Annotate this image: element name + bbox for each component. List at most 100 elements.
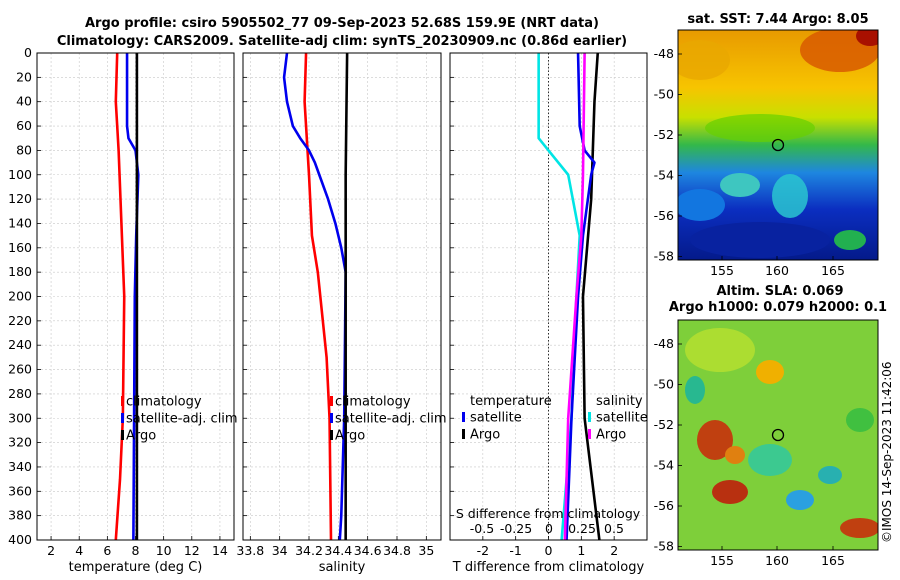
legend-label: satellite-adj. clim bbox=[126, 412, 238, 427]
salinity-panel: 33.8 34 34.2 34.4 34.6 34.8 35 salinity climatol… bbox=[236, 52, 447, 575]
legend-label: Argo bbox=[126, 429, 156, 444]
legend-salinity-title: salinity bbox=[596, 394, 643, 409]
map-x-tick-label: 165 bbox=[821, 553, 845, 568]
y-tick-label: 400 bbox=[8, 532, 32, 547]
y-tick-label: 180 bbox=[8, 264, 32, 279]
sst-map-title: sat. SST: 7.44 Argo: 8.05 bbox=[687, 12, 868, 27]
legend-swatch bbox=[121, 396, 124, 406]
s-axis-tick-label: -0.25 bbox=[500, 521, 532, 536]
map-y-tick-label: -58 bbox=[654, 249, 674, 264]
legend-swatch bbox=[462, 412, 465, 422]
legend-swatch bbox=[330, 396, 333, 406]
y-tick-label: 160 bbox=[8, 240, 32, 255]
sla-map-title2: Argo h1000: 0.079 h2000: 0.1 bbox=[669, 300, 887, 315]
x-tick-label: 34 bbox=[272, 543, 288, 558]
x-axis-label: T difference from climatology bbox=[452, 560, 645, 575]
map-y-tick-label: -58 bbox=[654, 539, 674, 554]
map-x-tick-label: 155 bbox=[710, 553, 734, 568]
map-x-tick-label: 165 bbox=[821, 263, 845, 278]
map-y-tick-label: -54 bbox=[654, 168, 674, 183]
difference-panel: -2 -1 0 1 2 T difference from climatology temp… bbox=[449, 52, 648, 575]
y-tick-label: 240 bbox=[8, 337, 32, 352]
x-tick-label: 34.8 bbox=[383, 543, 411, 558]
legend-swatch bbox=[121, 413, 124, 423]
sst-map: sat. SST: 7.44 Argo: 8.05 155 160 165 -48 -5… bbox=[654, 12, 879, 278]
series-temperature-argo-line bbox=[581, 52, 601, 541]
legend-label: satellite-adj. clim bbox=[335, 412, 447, 427]
series-salinity-satellite-line bbox=[565, 52, 596, 541]
sla-argo-location-marker bbox=[771, 428, 785, 442]
y-tick-label: 40 bbox=[16, 94, 32, 109]
y-tick-label: 140 bbox=[8, 215, 32, 230]
x-tick-label: 35 bbox=[418, 543, 434, 558]
legend-label: satellite bbox=[470, 411, 522, 426]
series-climatology-line bbox=[114, 52, 126, 541]
imos-stamp: ©IMOS 14-Sep-2023 11:42:06 bbox=[880, 361, 894, 543]
x-tick-label: 10 bbox=[156, 543, 172, 558]
map-y-tick-label: -50 bbox=[654, 87, 674, 102]
plot-frame bbox=[242, 52, 442, 541]
sst-argo-location-marker bbox=[771, 138, 785, 152]
legend-label: Argo bbox=[596, 428, 626, 443]
legend-swatch bbox=[588, 412, 591, 422]
s-axis-tick-label: 0.5 bbox=[604, 521, 624, 536]
x-tick-label: 34.2 bbox=[295, 543, 323, 558]
y-tick-label: 280 bbox=[8, 386, 32, 401]
map-y-tick-label: -56 bbox=[654, 498, 674, 513]
legend-label: Argo bbox=[470, 428, 500, 443]
x-tick-label: 4 bbox=[75, 543, 83, 558]
y-tick-label: 260 bbox=[8, 362, 32, 377]
x-tick-label: 12 bbox=[184, 543, 200, 558]
map-y-tick-label: -48 bbox=[654, 336, 674, 351]
y-tick-label: 120 bbox=[8, 191, 32, 206]
series-satellite-adj-clim-line bbox=[125, 53, 140, 541]
x-tick-label: 0 bbox=[545, 543, 553, 558]
map-y-tick-label: -50 bbox=[654, 377, 674, 392]
sla-map-title1: Altim. SLA: 0.069 bbox=[717, 284, 844, 299]
x-tick-label: 14 bbox=[212, 543, 228, 558]
y-tick-label: 0 bbox=[24, 45, 32, 60]
x-axis-label: temperature (deg C) bbox=[69, 560, 203, 575]
series-argo-line bbox=[344, 52, 349, 540]
y-tick-label: 380 bbox=[8, 508, 32, 523]
y-tick-label: 20 bbox=[16, 69, 32, 84]
header-line1: Argo profile: csiro 5905502_77 09-Sep-20… bbox=[85, 16, 599, 31]
temperature-panel: 0 20 40 60 80 100 120 140 160 180 200 220 240 260 280 3… bbox=[8, 45, 237, 575]
map-y-tick-label: -48 bbox=[654, 46, 674, 61]
map-x-tick-label: 160 bbox=[765, 553, 789, 568]
s-axis-tick-label: -0.5 bbox=[470, 521, 494, 536]
y-tick-label: 300 bbox=[8, 410, 32, 425]
legend-swatch bbox=[588, 429, 591, 439]
y-tick-label: 200 bbox=[8, 289, 32, 304]
legend-swatch bbox=[121, 430, 124, 440]
sla-map: Altim. SLA: 0.069 Argo h1000: 0.079 h200… bbox=[654, 284, 888, 568]
legend-swatch bbox=[330, 413, 333, 423]
plot-frame bbox=[449, 52, 648, 541]
series-salinity-argo-line bbox=[563, 52, 586, 541]
map-y-tick-label: -52 bbox=[654, 417, 674, 432]
s-axis-tick-label: 0 bbox=[545, 521, 553, 536]
header-line2: Climatology: CARS2009. Satellite-adj cli… bbox=[57, 34, 627, 49]
legend-swatch bbox=[462, 429, 465, 439]
map-y-tick-label: -54 bbox=[654, 458, 674, 473]
map-y-tick-label: -52 bbox=[654, 127, 674, 142]
x-tick-label: 34.4 bbox=[324, 543, 352, 558]
x-tick-label: 8 bbox=[132, 543, 140, 558]
x-axis-label: salinity bbox=[319, 560, 366, 575]
y-tick-label: 340 bbox=[8, 459, 32, 474]
map-y-tick-label: -56 bbox=[654, 208, 674, 223]
legend-temperature-title: temperature bbox=[470, 394, 552, 409]
x-tick-label: -2 bbox=[477, 543, 489, 558]
map-x-tick-label: 155 bbox=[710, 263, 734, 278]
y-tick-label: 60 bbox=[16, 118, 32, 133]
y-tick-label: 220 bbox=[8, 313, 32, 328]
y-tick-label: 320 bbox=[8, 435, 32, 450]
legend-swatch bbox=[330, 430, 333, 440]
x-tick-label: 2 bbox=[610, 543, 618, 558]
plot-frame bbox=[36, 52, 235, 541]
x-tick-label: 34.6 bbox=[354, 543, 382, 558]
y-tick-label: 360 bbox=[8, 483, 32, 498]
map-x-tick-label: 160 bbox=[765, 263, 789, 278]
x-tick-label: 2 bbox=[47, 543, 55, 558]
